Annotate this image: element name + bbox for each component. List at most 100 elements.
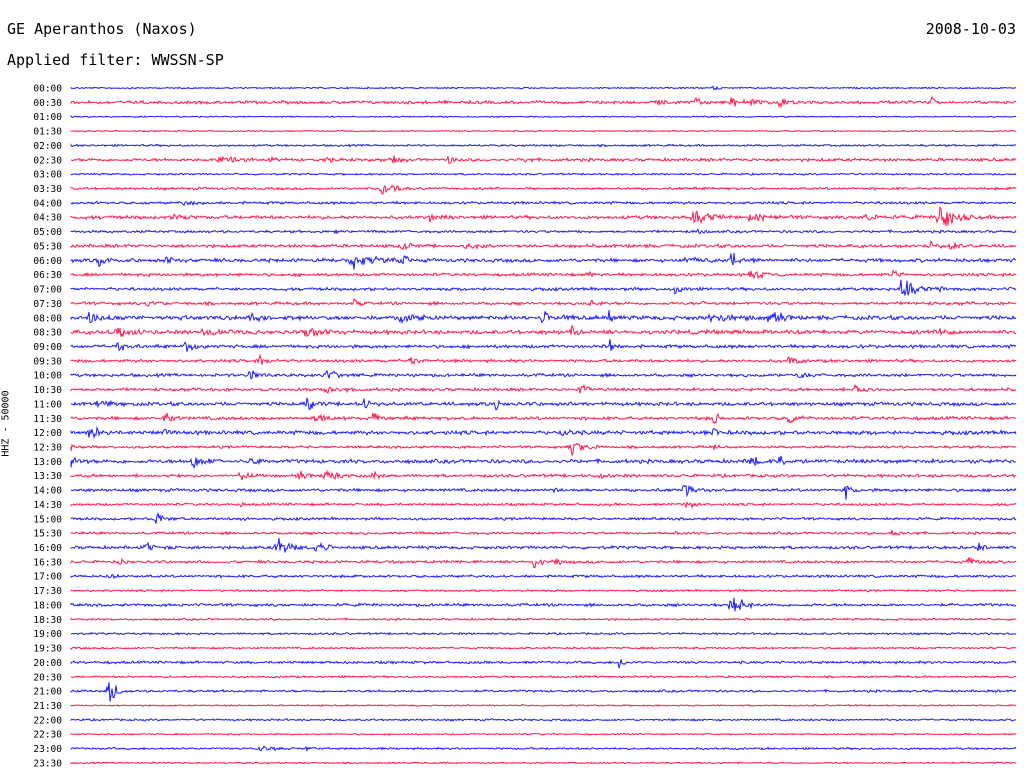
- seismic-trace: [70, 325, 1017, 338]
- seismic-trace: [70, 717, 1017, 722]
- date-label: 2008-10-03: [925, 20, 1016, 38]
- seismic-trace: [70, 659, 1017, 669]
- seismic-trace: [70, 588, 1017, 593]
- seismic-trace: [70, 397, 1017, 411]
- row-time-label: 23:00: [33, 744, 62, 755]
- seismic-trace: [70, 761, 1017, 765]
- seismic-trace: [70, 597, 1017, 612]
- row-time-label: 19:30: [33, 644, 62, 655]
- seismic-trace: [70, 573, 1017, 580]
- seismic-trace: [70, 95, 1017, 109]
- seismic-trace: [70, 484, 1017, 500]
- seismic-trace: [70, 205, 1017, 226]
- seismic-trace: [70, 412, 1017, 425]
- seismic-trace: [70, 682, 1017, 702]
- row-time-label: 04:30: [33, 213, 62, 224]
- row-time-label: 01:00: [33, 112, 62, 123]
- seismic-trace: [70, 268, 1017, 280]
- seismic-trace: [70, 538, 1017, 553]
- row-time-label: 17:00: [33, 572, 62, 583]
- row-time-label: 13:30: [33, 471, 62, 482]
- seismic-trace: [70, 172, 1017, 176]
- row-time-label: 14:00: [33, 486, 62, 497]
- row-time-label: 23:30: [33, 758, 62, 769]
- row-time-label: 02:30: [33, 155, 62, 166]
- row-time-label: 17:30: [33, 586, 62, 597]
- row-time-label: 16:30: [33, 557, 62, 568]
- row-time-label: 15:00: [33, 514, 62, 525]
- seismic-trace: [70, 155, 1017, 165]
- seismic-trace: [70, 353, 1017, 365]
- row-time-label: 07:00: [33, 285, 62, 296]
- row-time-label: 08:00: [33, 313, 62, 324]
- row-time-label: 21:00: [33, 687, 62, 698]
- seismic-trace: [70, 297, 1017, 307]
- row-time-label: 08:30: [33, 328, 62, 339]
- row-time-label: 11:30: [33, 414, 62, 425]
- row-time-label: 00:30: [33, 98, 62, 109]
- row-time-label: 20:00: [33, 658, 62, 669]
- seismic-trace: [70, 530, 1017, 536]
- seismic-trace: [70, 339, 1017, 352]
- seismic-trace: [70, 703, 1017, 708]
- row-time-label: 06:30: [33, 270, 62, 281]
- seismic-trace: [70, 114, 1017, 119]
- seismic-trace: [70, 253, 1017, 270]
- row-time-label: 18:00: [33, 600, 62, 611]
- row-time-label: 13:00: [33, 457, 62, 468]
- row-time-label: 21:30: [33, 701, 62, 712]
- row-time-label: 09:00: [33, 342, 62, 353]
- row-time-label: 01:30: [33, 127, 62, 138]
- row-time-label: 12:30: [33, 443, 62, 454]
- seismic-trace: [70, 310, 1017, 325]
- seismic-trace: [70, 369, 1017, 380]
- row-time-label: 11:00: [33, 399, 62, 410]
- row-time-label: 07:30: [33, 299, 62, 310]
- row-time-label: 20:30: [33, 672, 62, 683]
- row-time-label: 02:00: [33, 141, 62, 152]
- row-time-label: 19:00: [33, 629, 62, 640]
- row-time-label: 16:00: [33, 543, 62, 554]
- row-time-label: 22:00: [33, 715, 62, 726]
- row-time-label: 15:30: [33, 529, 62, 540]
- seismic-trace: [70, 469, 1017, 481]
- row-time-label: 05:00: [33, 227, 62, 238]
- row-time-label: 06:00: [33, 256, 62, 267]
- row-time-label: 09:30: [33, 356, 62, 367]
- seismic-trace: [70, 228, 1017, 235]
- row-time-label: 03:00: [33, 170, 62, 181]
- seismic-trace: [70, 184, 1017, 195]
- seismic-trace: [70, 501, 1017, 510]
- row-time-label: 18:30: [33, 615, 62, 626]
- seismic-trace: [70, 631, 1017, 636]
- seismic-trace: [70, 455, 1017, 470]
- seismic-trace: [70, 143, 1017, 148]
- seismic-trace: [70, 85, 1017, 91]
- seismic-trace: [70, 511, 1017, 524]
- seismic-trace: [70, 129, 1017, 133]
- seismic-trace: [70, 646, 1017, 651]
- seismic-trace: [70, 426, 1017, 439]
- row-time-label: 04:00: [33, 198, 62, 209]
- seismic-trace: [70, 279, 1017, 296]
- row-time-label: 22:30: [33, 730, 62, 741]
- seismic-trace: [70, 732, 1017, 736]
- station-title: GE Aperanthos (Naxos): [7, 20, 197, 38]
- seismic-trace: [70, 200, 1016, 207]
- row-time-label: 12:00: [33, 428, 62, 439]
- row-time-label: 05:30: [33, 241, 62, 252]
- filter-label: Applied filter: WWSSN-SP: [7, 51, 224, 69]
- row-time-label: 03:30: [33, 184, 62, 195]
- seismic-trace: [70, 674, 1016, 679]
- row-time-label: 10:30: [33, 385, 62, 396]
- row-time-label: 10:00: [33, 371, 62, 382]
- row-time-label: 00:00: [33, 84, 62, 95]
- seismic-trace: [70, 556, 1017, 569]
- seismic-trace: [70, 239, 1017, 251]
- seismic-trace: [70, 616, 1017, 622]
- row-time-label: 14:30: [33, 500, 62, 511]
- seismic-trace: [70, 383, 1017, 394]
- seismic-trace: [70, 745, 1017, 753]
- seismic-trace: [70, 442, 1017, 457]
